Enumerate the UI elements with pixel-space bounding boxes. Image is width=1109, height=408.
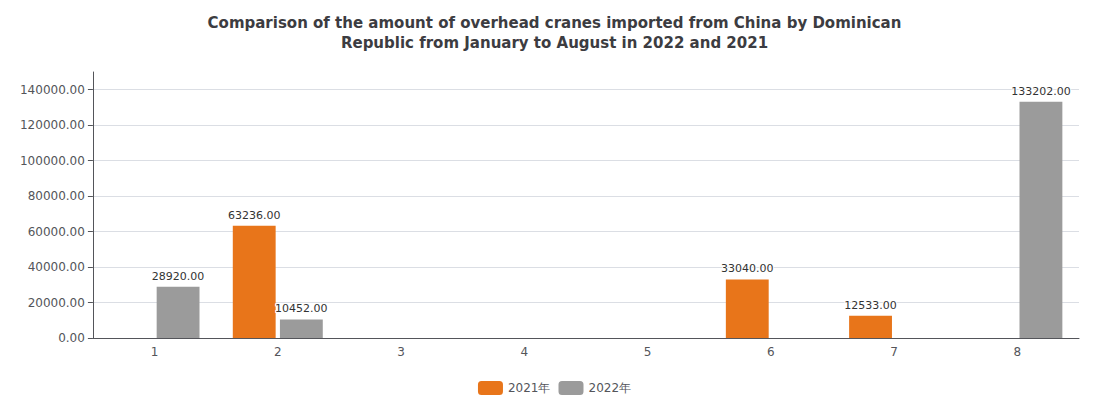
svg-text:2021年: 2021年 — [508, 381, 551, 395]
svg-text:0.00: 0.00 — [58, 331, 85, 345]
svg-text:140000.00: 140000.00 — [20, 83, 85, 97]
svg-text:6: 6 — [767, 345, 775, 359]
svg-text:4: 4 — [520, 345, 528, 359]
svg-text:Republic from January to Augus: Republic from January to August in 2022 … — [341, 34, 768, 52]
svg-text:80000.00: 80000.00 — [28, 189, 85, 203]
svg-text:133202.00: 133202.00 — [1011, 85, 1071, 98]
svg-text:7: 7 — [890, 345, 898, 359]
svg-text:Comparison of the amount of ov: Comparison of the amount of overhead cra… — [208, 14, 902, 32]
svg-text:12533.00: 12533.00 — [844, 299, 897, 312]
svg-text:5: 5 — [644, 345, 652, 359]
svg-text:33040.00: 33040.00 — [721, 262, 774, 275]
svg-text:2022年: 2022年 — [589, 381, 632, 395]
svg-text:2: 2 — [274, 345, 282, 359]
svg-text:40000.00: 40000.00 — [28, 260, 85, 274]
svg-text:63236.00: 63236.00 — [228, 209, 280, 222]
svg-text:60000.00: 60000.00 — [28, 225, 85, 239]
svg-text:100000.00: 100000.00 — [20, 154, 85, 168]
svg-text:8: 8 — [1014, 345, 1022, 359]
svg-text:10452.00: 10452.00 — [275, 302, 328, 315]
svg-text:1: 1 — [151, 345, 159, 359]
svg-text:28920.00: 28920.00 — [152, 270, 205, 283]
svg-text:3: 3 — [397, 345, 405, 359]
svg-text:20000.00: 20000.00 — [28, 296, 85, 310]
svg-text:120000.00: 120000.00 — [20, 118, 85, 132]
